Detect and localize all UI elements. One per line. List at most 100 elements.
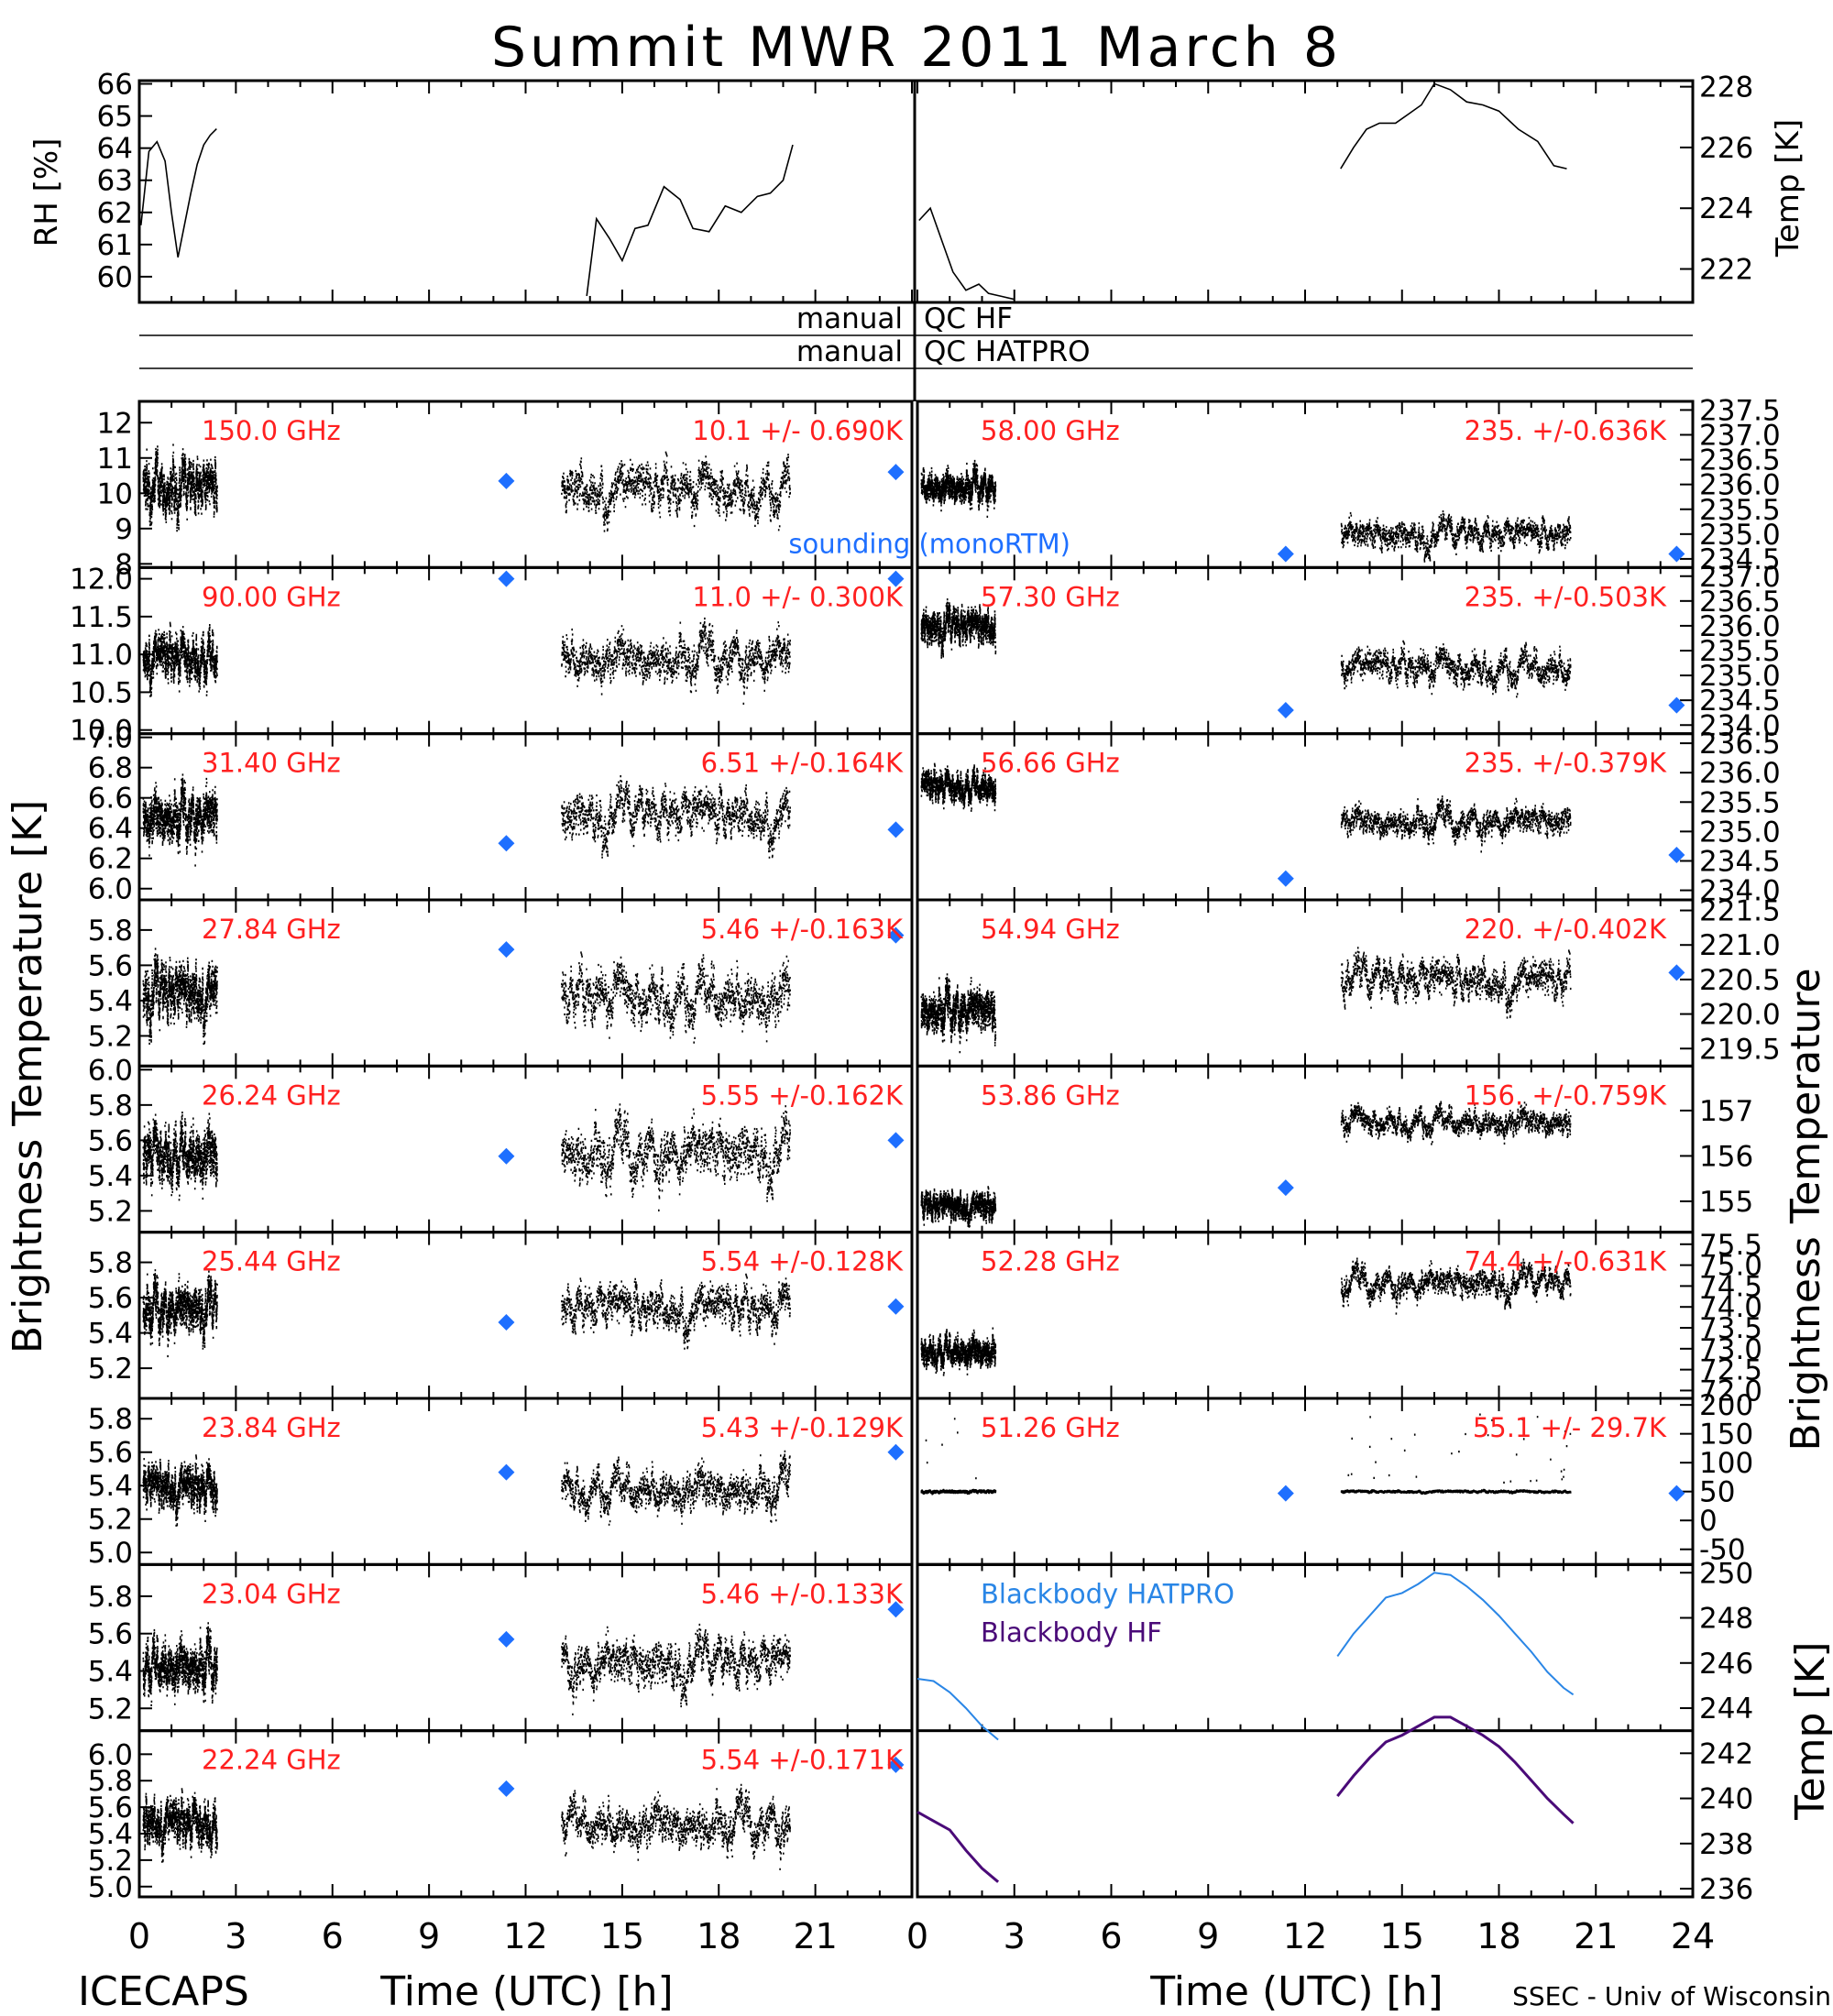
data-points bbox=[142, 444, 791, 532]
stat-label: 5.46 +/-0.133K bbox=[701, 1578, 904, 1609]
y-tick-label: 234.5 bbox=[1699, 845, 1781, 878]
y-tick-label: 220.5 bbox=[1699, 964, 1781, 997]
stat-label: 156. +/-0.759K bbox=[1465, 1079, 1667, 1111]
y-tick-label: 5.8 bbox=[88, 1581, 133, 1614]
y-tick-label: 234.5 bbox=[1699, 685, 1781, 718]
y-tick-label: 236.0 bbox=[1699, 469, 1781, 502]
legend-bb-hatpro: Blackbody HATPRO bbox=[981, 1578, 1235, 1609]
data-points bbox=[920, 1413, 1572, 1496]
y-tick-label: 5.8 bbox=[88, 1403, 133, 1436]
sounding-marker bbox=[887, 464, 905, 481]
y-tick-label: 5.2 bbox=[88, 1845, 133, 1878]
y-tick-label: 224 bbox=[1699, 192, 1753, 225]
y-tick-label: 242 bbox=[1699, 1737, 1753, 1770]
qc-label-left: manual bbox=[796, 335, 903, 368]
y-tick-label: 8 bbox=[115, 548, 133, 581]
y-tick-label: 65 bbox=[97, 101, 133, 134]
sounding-marker bbox=[887, 1132, 905, 1149]
y-tick-label: 73.5 bbox=[1699, 1312, 1762, 1345]
x-tick-label: 0 bbox=[906, 1916, 928, 1956]
data-points bbox=[142, 1783, 791, 1870]
y-tick-label: 50 bbox=[1699, 1476, 1735, 1509]
freq-label: 56.66 GHz bbox=[981, 748, 1120, 779]
y-tick-label: 228 bbox=[1699, 71, 1753, 104]
right-axis-label: Brightness Temperature bbox=[1783, 968, 1829, 1451]
y-tick-label: 5.6 bbox=[88, 949, 133, 982]
y-tick-label: 63 bbox=[97, 165, 133, 198]
stat-label: 5.46 +/-0.163K bbox=[701, 914, 904, 945]
freq-label: 22.24 GHz bbox=[202, 1745, 341, 1776]
y-tick-label: 7.0 bbox=[88, 722, 133, 755]
stat-label: 235. +/-0.379K bbox=[1465, 748, 1667, 779]
y-tick-label: 5.4 bbox=[88, 1818, 133, 1851]
y-tick-label: 236 bbox=[1699, 1873, 1753, 1906]
y-tick-label: 75.0 bbox=[1699, 1250, 1762, 1283]
sounding-marker bbox=[887, 1756, 905, 1773]
sounding-marker bbox=[1668, 545, 1685, 563]
freq-label: 54.94 GHz bbox=[981, 914, 1120, 945]
y-tick-label: 73.0 bbox=[1699, 1333, 1762, 1366]
sounding-marker bbox=[887, 926, 905, 944]
y-tick-label: 5.8 bbox=[88, 1090, 133, 1123]
y-tick-label: 240 bbox=[1699, 1783, 1753, 1816]
data-points bbox=[142, 773, 791, 867]
data-points bbox=[142, 1622, 791, 1715]
freq-label: 58.00 GHz bbox=[981, 415, 1120, 446]
x-tick-label: 6 bbox=[1100, 1916, 1122, 1956]
sounding-marker bbox=[1668, 847, 1685, 864]
y-tick-label: 5.4 bbox=[88, 1318, 133, 1351]
y-tick-label: 222 bbox=[1699, 254, 1753, 287]
y-tick-label: 236.0 bbox=[1699, 757, 1781, 790]
y-tick-label: 5.8 bbox=[88, 1765, 133, 1798]
legend-bb-hf: Blackbody HF bbox=[981, 1616, 1162, 1648]
y-tick-label: 74.0 bbox=[1699, 1291, 1762, 1324]
stat-label: 5.55 +/-0.162K bbox=[701, 1079, 904, 1111]
y-tick-label: 11.0 bbox=[70, 639, 133, 672]
y-tick-label: 64 bbox=[97, 133, 133, 166]
freq-label: 26.24 GHz bbox=[202, 1079, 341, 1111]
data-points bbox=[920, 1257, 1572, 1376]
y-tick-label: 219.5 bbox=[1699, 1033, 1781, 1066]
stat-label: 6.51 +/-0.164K bbox=[701, 748, 904, 779]
sounding-marker bbox=[1277, 1179, 1294, 1197]
x-tick-label: 21 bbox=[793, 1916, 837, 1956]
rh-axis-label: RH [%] bbox=[28, 138, 65, 247]
y-tick-label: 5.6 bbox=[88, 1124, 133, 1157]
y-tick-label: 5.2 bbox=[88, 1504, 133, 1537]
footer-left: ICECAPS bbox=[78, 1968, 249, 2015]
sounding-marker bbox=[887, 1601, 905, 1618]
stat-label: 10.1 +/- 0.690K bbox=[692, 415, 904, 446]
y-tick-label: 11 bbox=[97, 443, 133, 476]
x-tick-label: 9 bbox=[1197, 1916, 1219, 1956]
y-tick-label: 10 bbox=[97, 477, 133, 510]
chart-title: Summit MWR 2011 March 8 bbox=[491, 16, 1342, 80]
y-tick-label: 5.6 bbox=[88, 1282, 133, 1315]
x-tick-label: 21 bbox=[1574, 1916, 1618, 1956]
y-tick-label: 237.0 bbox=[1699, 561, 1781, 594]
freq-label: 51.26 GHz bbox=[981, 1412, 1120, 1443]
y-tick-label: 12.0 bbox=[70, 564, 133, 597]
y-tick-label: 5.0 bbox=[88, 1871, 133, 1904]
y-tick-label: 237.5 bbox=[1699, 394, 1781, 427]
stat-label: 5.54 +/-0.171K bbox=[701, 1745, 904, 1776]
sounding-marker bbox=[887, 570, 905, 587]
y-tick-label: 66 bbox=[97, 69, 133, 102]
stat-label: 5.43 +/-0.129K bbox=[701, 1412, 904, 1443]
y-tick-label: 5.4 bbox=[88, 1470, 133, 1503]
y-tick-label: 235.5 bbox=[1699, 786, 1781, 819]
freq-label: 23.04 GHz bbox=[202, 1578, 341, 1609]
y-tick-label: 157 bbox=[1699, 1095, 1753, 1128]
y-tick-label: 6.0 bbox=[88, 1054, 133, 1087]
freq-label: 23.84 GHz bbox=[202, 1412, 341, 1443]
y-tick-label: 5.8 bbox=[88, 915, 133, 948]
y-tick-label: 235.0 bbox=[1699, 660, 1781, 693]
y-tick-label: 0 bbox=[1699, 1505, 1718, 1538]
y-tick-label: 155 bbox=[1699, 1186, 1753, 1219]
y-tick-label: 234.0 bbox=[1699, 709, 1781, 742]
y-tick-label: 6.4 bbox=[88, 813, 133, 846]
y-tick-label: 5.0 bbox=[88, 1537, 133, 1570]
x-tick-label: 24 bbox=[1671, 1916, 1715, 1956]
y-tick-label: 6.0 bbox=[88, 873, 133, 906]
data-points bbox=[142, 948, 791, 1046]
qc-label-left: manual bbox=[796, 302, 903, 335]
